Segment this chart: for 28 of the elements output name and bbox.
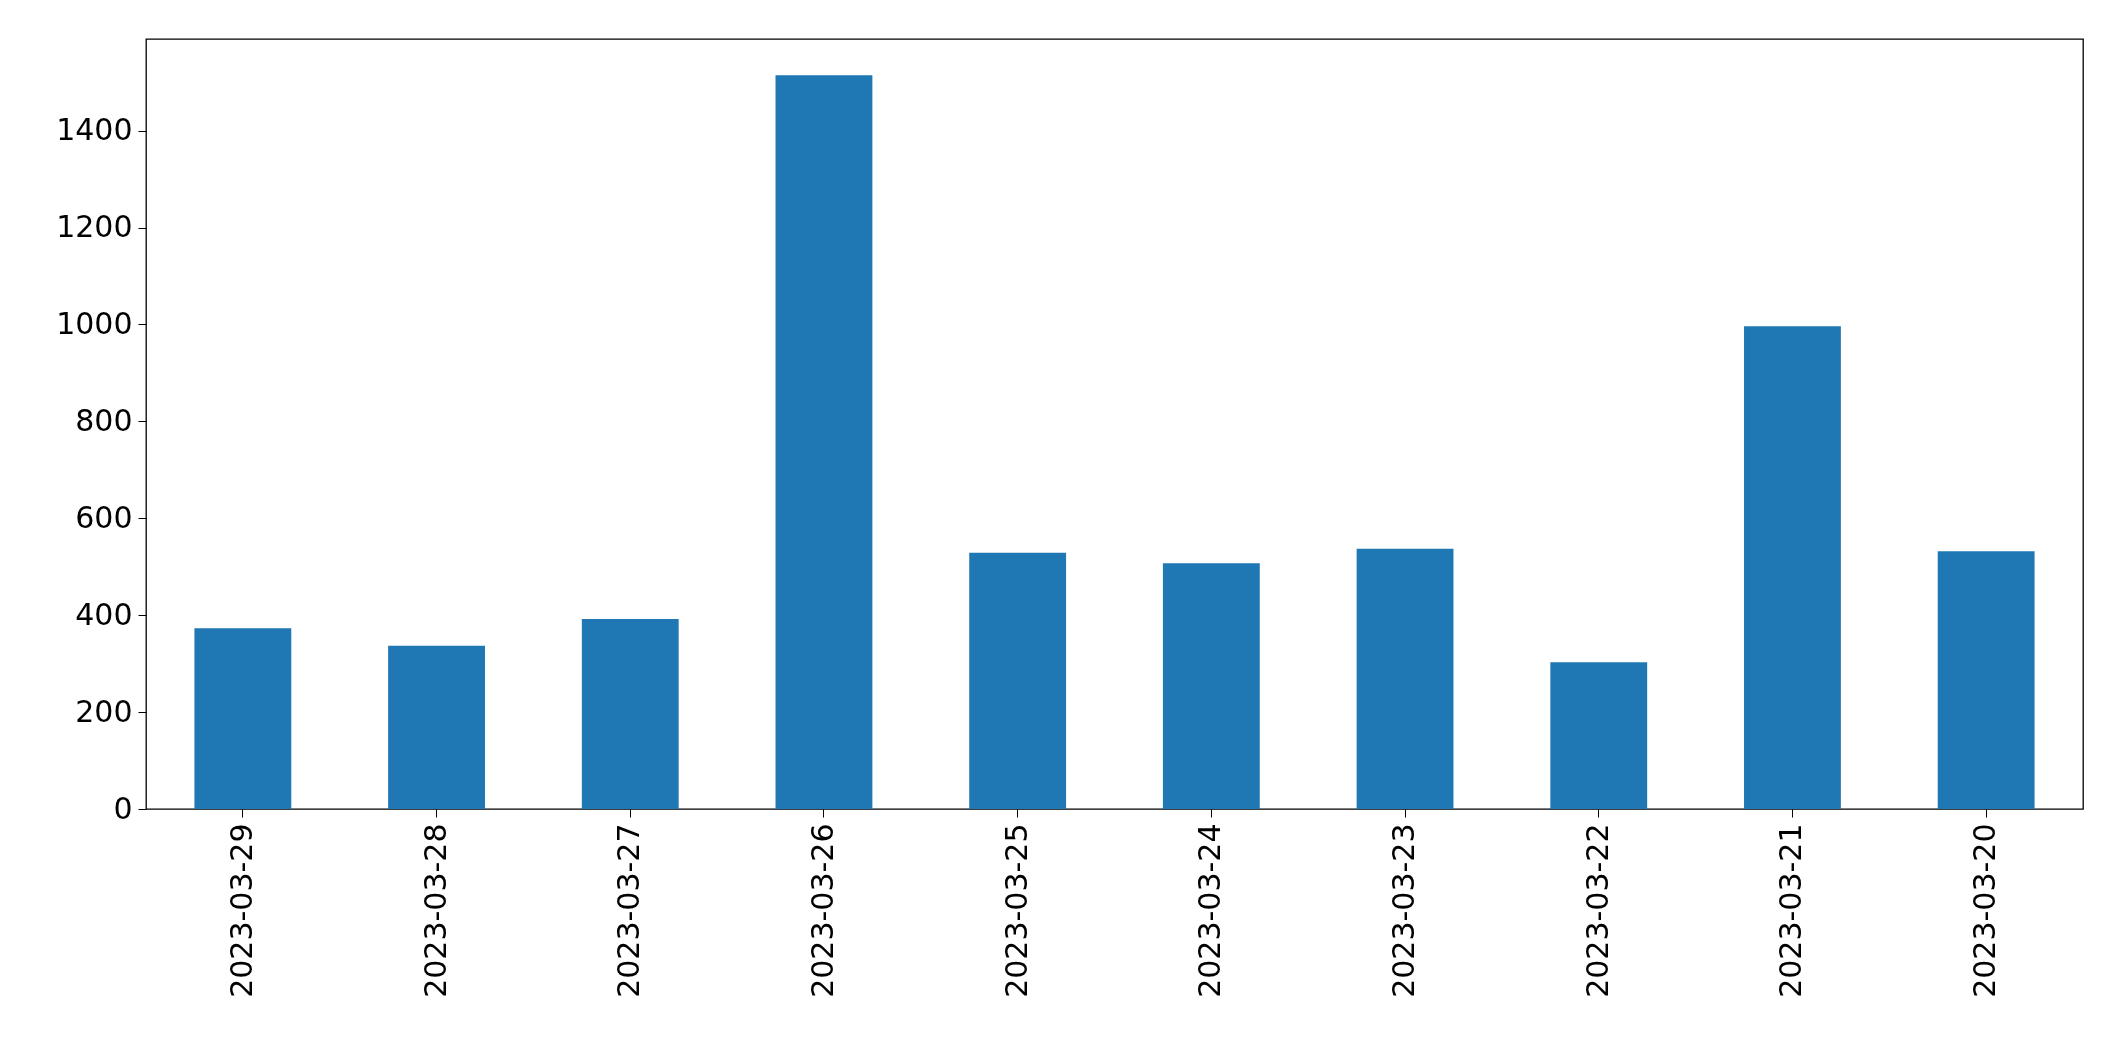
bar xyxy=(1162,563,1260,809)
y-tick-label: 1200 xyxy=(56,209,133,244)
bar xyxy=(1937,551,2035,809)
y-tick-label: 800 xyxy=(75,402,133,438)
bar xyxy=(194,628,292,809)
y-tick-label: 1000 xyxy=(56,305,133,341)
y-tick-label: 1400 xyxy=(56,112,133,148)
x-tick-label: 2023-03-24 xyxy=(1192,823,1228,998)
bar xyxy=(1744,326,1841,809)
x-tick-label: 2023-03-29 xyxy=(223,823,259,998)
x-tick-label: 2023-03-27 xyxy=(611,823,647,998)
bar xyxy=(581,619,679,809)
x-tick-label: 2023-03-21 xyxy=(1773,823,1809,998)
bar xyxy=(775,75,873,809)
y-tick-label: 0 xyxy=(113,790,133,826)
bar xyxy=(1550,662,1648,809)
y-tick-label: 400 xyxy=(75,596,133,632)
x-tick-label: 2023-03-20 xyxy=(1967,823,2003,998)
y-tick-label: 200 xyxy=(75,693,133,729)
x-tick-label: 2023-03-26 xyxy=(804,823,840,998)
x-tick-label: 2023-03-23 xyxy=(1386,823,1422,998)
x-tick-label: 2023-03-25 xyxy=(998,823,1034,998)
x-tick-label: 2023-03-28 xyxy=(417,823,453,998)
bar xyxy=(1356,548,1454,809)
x-tick-label: 2023-03-22 xyxy=(1579,823,1615,998)
y-tick-label: 600 xyxy=(75,499,133,535)
bar xyxy=(388,645,485,809)
bar xyxy=(969,552,1067,809)
